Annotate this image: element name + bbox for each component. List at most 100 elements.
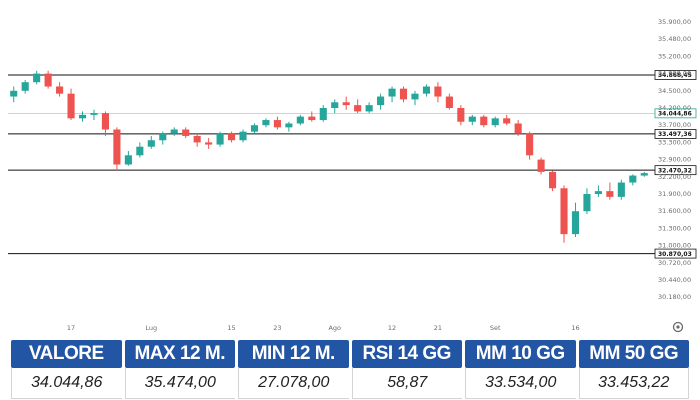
- candle: [21, 80, 29, 94]
- candle: [136, 142, 144, 158]
- candle: [101, 111, 110, 136]
- x-tick-label: Lug: [145, 324, 157, 332]
- y-tick-label: 32.200,00: [658, 173, 691, 181]
- y-tick-label: 33.700,00: [658, 121, 691, 129]
- candle: [468, 114, 476, 126]
- level-price-tag: 32.470,32: [654, 165, 697, 176]
- candle: [10, 86, 18, 103]
- candle: [227, 131, 236, 143]
- candle: [147, 135, 155, 149]
- candle: [193, 133, 201, 147]
- candle: [296, 114, 304, 126]
- x-axis: 17 Lug 15 23 Ago 12 21 Set 16: [67, 324, 580, 332]
- candle: [606, 182, 614, 200]
- x-tick-label: Ago: [328, 324, 341, 332]
- candles: [10, 70, 648, 243]
- x-tick-label: 21: [434, 324, 442, 332]
- stats-value-rsi-14gg: 58,87: [351, 368, 462, 399]
- y-tick-label: 35.900,00: [658, 18, 691, 26]
- candle: [285, 121, 293, 132]
- candle: [205, 138, 213, 149]
- svg-text:34.044,86: 34.044,86: [658, 111, 692, 118]
- y-tick-label: 31.300,00: [658, 224, 691, 232]
- candle: [617, 179, 625, 200]
- y-tick-label: 35.480,00: [658, 35, 691, 43]
- candle: [434, 82, 442, 103]
- candle: [354, 99, 362, 114]
- svg-text:32.470,32: 32.470,32: [658, 167, 692, 174]
- candle: [342, 96, 350, 110]
- stats-header-rsi-14gg: RSI 14 GG: [351, 340, 462, 368]
- candle: [457, 105, 465, 126]
- y-tick-label: 34.500,00: [658, 87, 691, 95]
- candle: [33, 70, 41, 85]
- stats-header-valore: VALORE: [11, 340, 122, 368]
- candle: [216, 131, 224, 147]
- candle: [250, 123, 259, 134]
- stats-header-mm-50gg: MM 50 GG: [578, 340, 689, 368]
- x-tick-label: 23: [273, 324, 281, 332]
- candle: [56, 82, 64, 97]
- candle: [480, 114, 488, 128]
- candle: [239, 129, 247, 143]
- candle: [491, 116, 499, 128]
- candle: [319, 105, 327, 122]
- candle: [548, 170, 557, 192]
- y-tick-label: 30.180,00: [658, 293, 691, 301]
- x-tick-label: 17: [67, 324, 75, 332]
- stats-value-mm-50gg: 33.453,22: [578, 368, 689, 399]
- candle: [182, 127, 190, 139]
- stats-header-row: VALORE MAX 12 M. MIN 12 M. RSI 14 GG MM …: [11, 340, 689, 368]
- candle: [67, 88, 75, 121]
- candle: [113, 127, 121, 171]
- y-tick-label: 31.000,00: [658, 242, 691, 250]
- y-axis: 35.900,00 35.480,00 35.200,00 34.900,00 34.5…: [658, 18, 691, 301]
- y-tick-label: 33.300,00: [658, 138, 691, 146]
- candle: [640, 171, 648, 177]
- y-tick-label: 34.900,00: [658, 70, 691, 78]
- candle: [262, 118, 270, 128]
- candle: [571, 202, 580, 237]
- candle: [537, 157, 545, 175]
- stats-value-min-12m: 27.078,00: [238, 368, 349, 399]
- stats-table: VALORE MAX 12 M. MIN 12 M. RSI 14 GG MM …: [8, 340, 692, 399]
- stats-value-valore: 34.044,86: [11, 368, 122, 399]
- candle: [399, 86, 408, 103]
- stats-value-mm-10gg: 33.534,00: [465, 368, 576, 399]
- svg-text:33.497,36: 33.497,36: [658, 131, 692, 138]
- candle: [503, 114, 511, 126]
- candle: [170, 127, 178, 136]
- stats-value-max-12m: 35.474,00: [124, 368, 235, 399]
- candlestick-chart: 34.868,45 33.497,36 32.470,32 30.870,03 34.0…: [8, 18, 697, 333]
- candle: [594, 185, 602, 197]
- gear-icon[interactable]: [672, 321, 684, 333]
- level-price-tag: 30.870,03: [654, 248, 697, 259]
- candle: [78, 111, 87, 122]
- y-tick-label: 34.200,00: [658, 104, 691, 112]
- candle: [377, 93, 385, 110]
- svg-text:34.868,45: 34.868,45: [658, 72, 692, 79]
- stats-header-min-12m: MIN 12 M.: [238, 340, 349, 368]
- y-tick-label: 31.600,00: [658, 207, 691, 215]
- price-chart[interactable]: 34.868,45 33.497,36 32.470,32 30.870,03 34.0…: [0, 0, 700, 338]
- current-price-tag: 34.044,86: [654, 108, 697, 119]
- level-lines: 34.868,45 33.497,36 32.470,32 30.870,03 34.0…: [8, 70, 697, 259]
- candle: [560, 185, 568, 243]
- candle: [331, 99, 339, 114]
- stats-value-row: 34.044,86 35.474,00 27.078,00 58,87 33.5…: [11, 368, 689, 399]
- y-tick-label: 30.720,00: [658, 259, 691, 267]
- level-price-tag: 33.497,36: [654, 129, 697, 139]
- x-tick-label: 15: [227, 324, 235, 332]
- candle: [124, 151, 132, 166]
- candle: [159, 131, 167, 145]
- y-tick-label: 30.440,00: [658, 276, 691, 284]
- candle: [629, 174, 637, 186]
- candle: [514, 120, 522, 136]
- candle: [388, 86, 396, 103]
- x-tick-label: 12: [388, 324, 396, 332]
- svg-text:30.870,03: 30.870,03: [658, 251, 692, 258]
- candle: [44, 70, 52, 89]
- x-tick-label: 16: [571, 324, 579, 332]
- candle: [583, 188, 591, 215]
- candle: [308, 111, 316, 122]
